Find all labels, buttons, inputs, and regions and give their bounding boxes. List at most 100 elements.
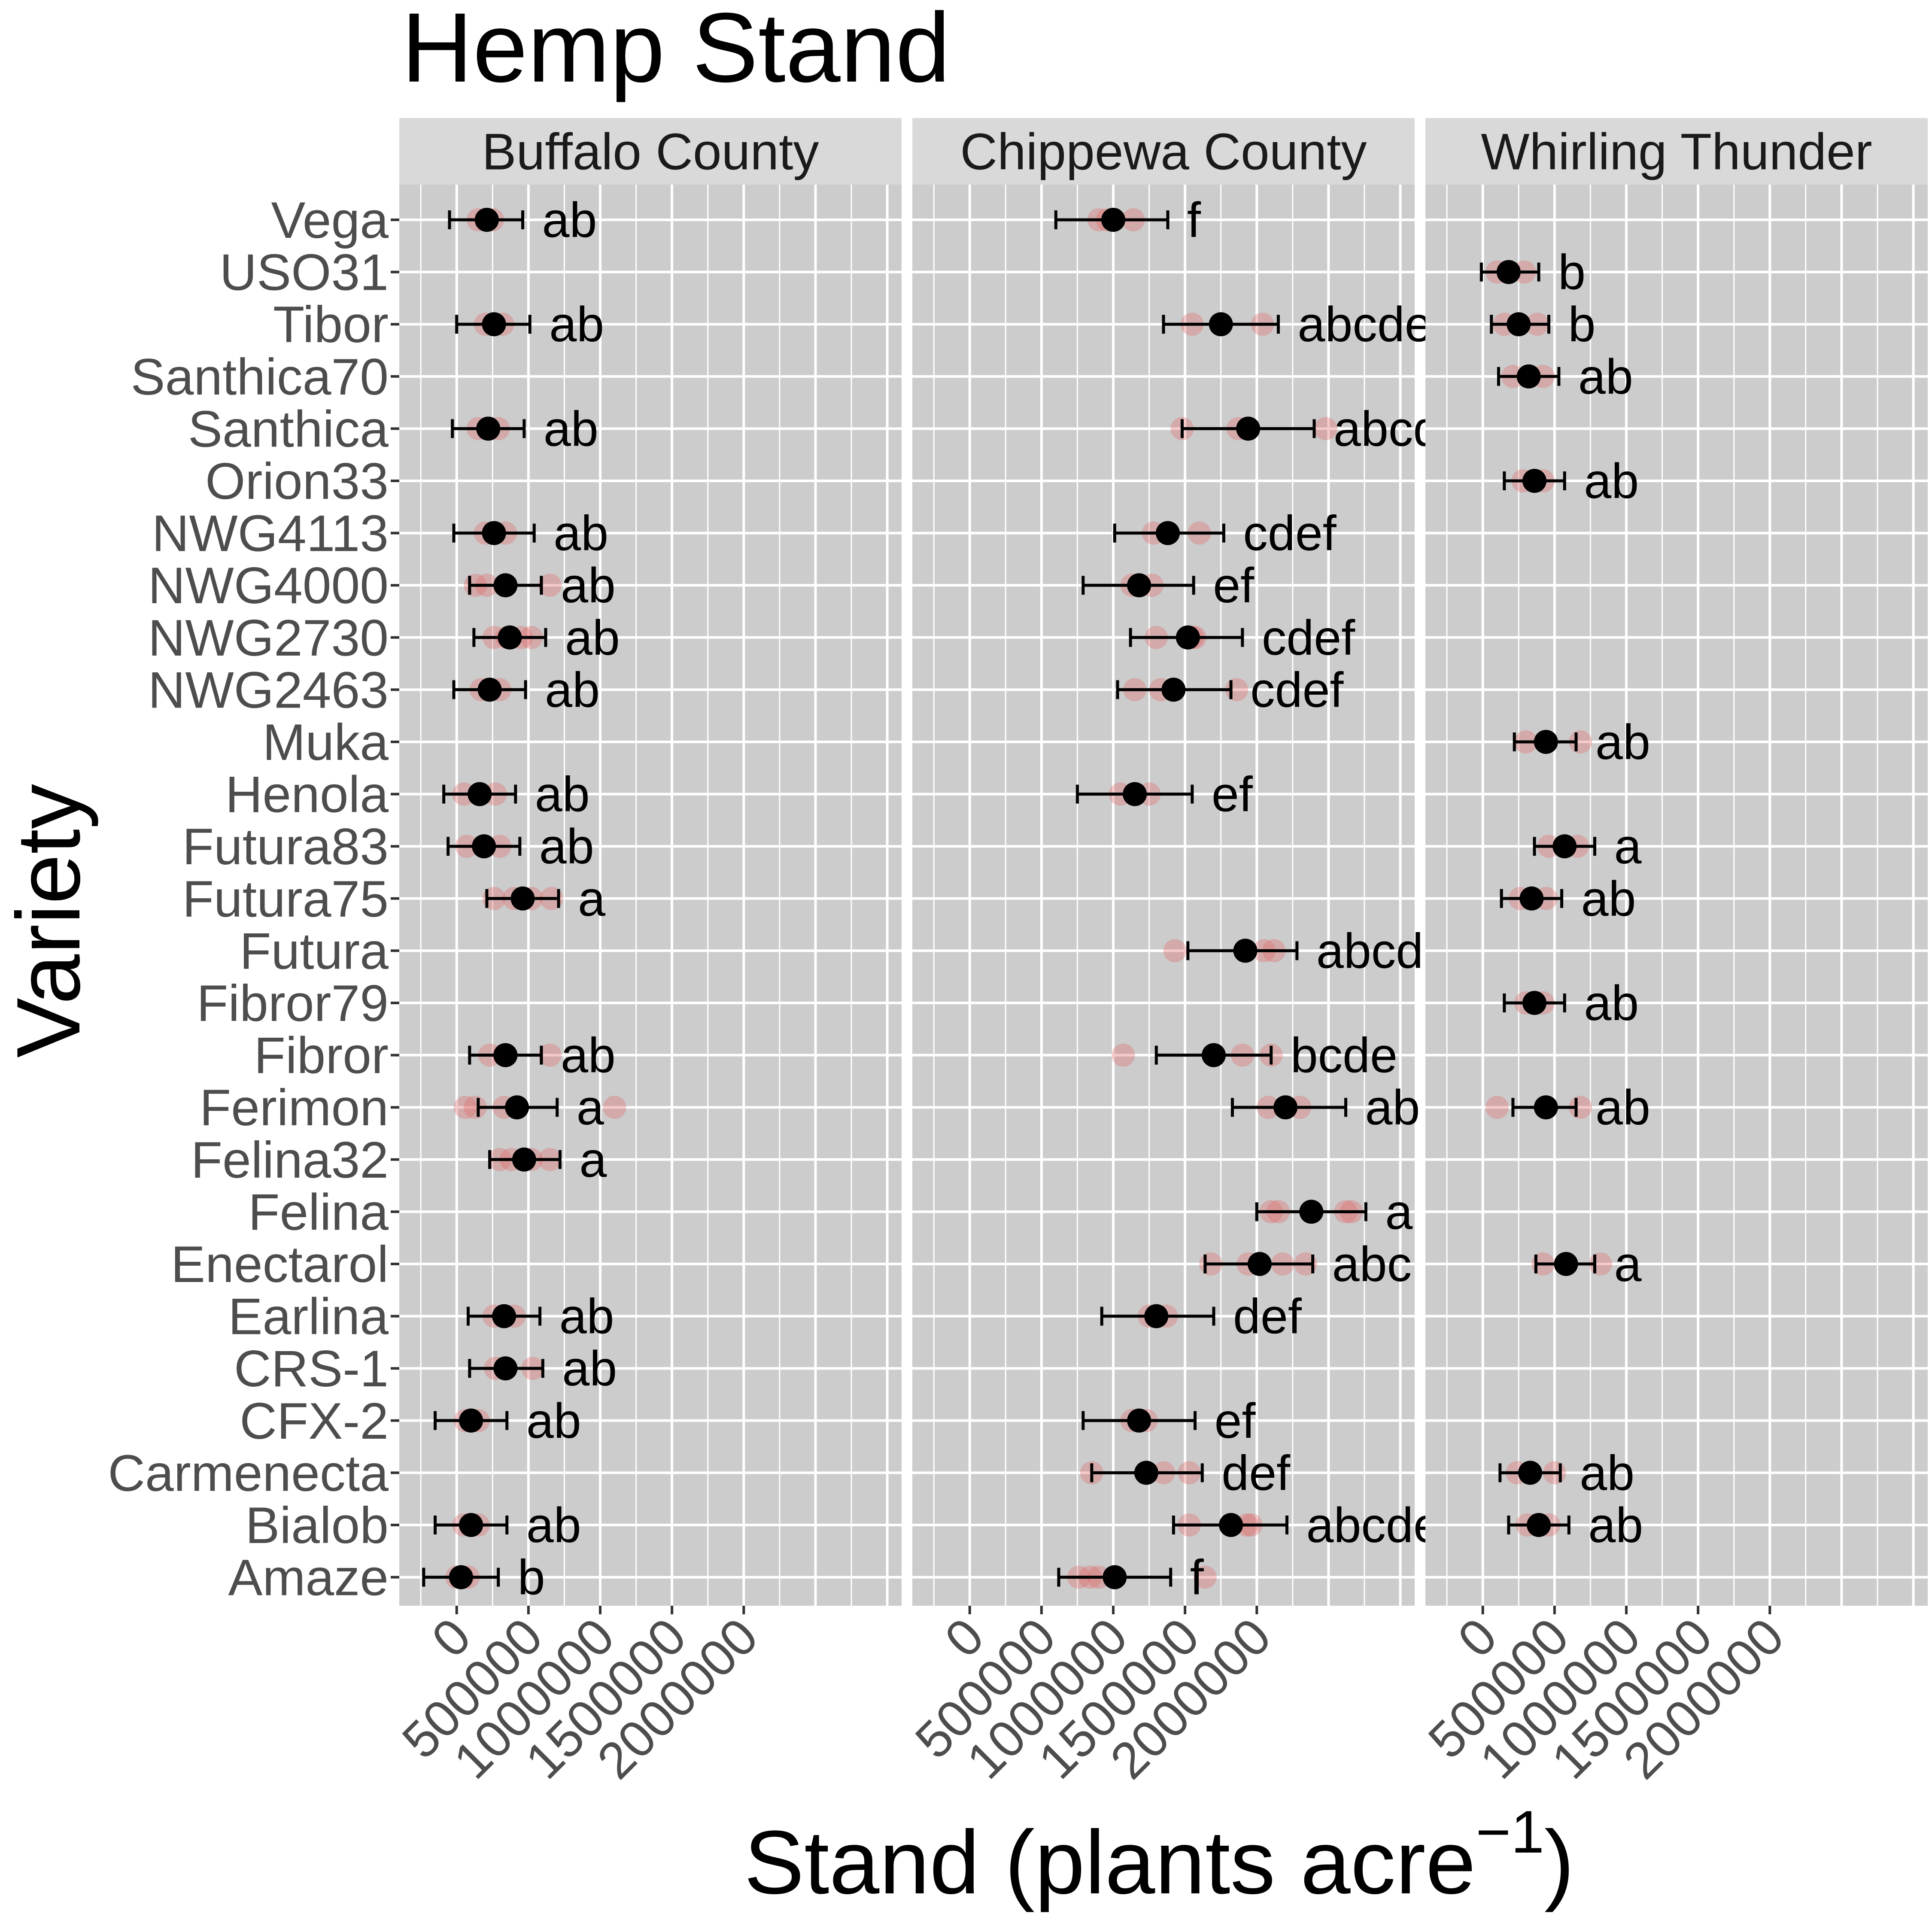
significance-letter: a (1614, 819, 1641, 874)
y-tick-label: Futura (240, 922, 389, 980)
y-tick-label: NWG4000 (148, 557, 389, 614)
replicate-point (1485, 1096, 1509, 1119)
significance-letter: ab (562, 1341, 617, 1396)
mean-point (1534, 730, 1558, 754)
mean-point (477, 677, 502, 702)
mean-point (1519, 886, 1544, 911)
chart-title: Hemp Stand (401, 0, 950, 103)
mean-point (498, 625, 522, 650)
y-tick-label: Henola (225, 766, 389, 823)
y-tick-label: Futura83 (182, 818, 389, 875)
mean-point (1219, 1513, 1243, 1537)
significance-letter: ef (1213, 558, 1255, 613)
significance-letter: ef (1212, 767, 1253, 822)
significance-letter: b (1568, 297, 1595, 352)
significance-letter: ab (539, 819, 594, 874)
mean-point (468, 782, 492, 806)
facet-panel: Buffalo County05000001000000150000020000… (391, 118, 902, 1790)
mean-point (1134, 1461, 1158, 1485)
y-tick-label: Ferimon (200, 1079, 389, 1136)
mean-point (493, 1356, 518, 1381)
mean-point (1516, 364, 1541, 389)
significance-letter: abcde (1297, 297, 1432, 352)
significance-letter: ab (1588, 1498, 1643, 1553)
y-tick-label: Earlina (228, 1288, 389, 1346)
significance-letter: abcd (1316, 923, 1423, 978)
mean-point (1127, 573, 1151, 598)
significance-letter: a (579, 1133, 607, 1188)
y-tick-label: Tibor (273, 296, 389, 353)
y-axis-title: Variety (0, 784, 99, 1058)
mean-point (1522, 469, 1547, 493)
mean-point (512, 1147, 536, 1172)
y-tick-label: Vega (271, 191, 389, 249)
significance-letter: ab (1365, 1080, 1420, 1135)
mean-point (459, 1513, 483, 1537)
mean-point (505, 1095, 529, 1120)
significance-letter: ab (542, 193, 597, 248)
significance-letter: ab (565, 611, 620, 665)
y-tick-label: CFX-2 (240, 1392, 389, 1450)
significance-letter: ab (553, 506, 608, 561)
significance-letter: cdef (1250, 662, 1344, 717)
mean-point (1299, 1200, 1324, 1224)
y-tick-label: Fibror (254, 1027, 389, 1084)
significance-letter: ab (526, 1394, 581, 1449)
significance-letter: ab (1580, 1446, 1634, 1501)
mean-point (1507, 312, 1531, 337)
significance-letter: abcd (1334, 401, 1440, 456)
significance-letter: ab (1578, 349, 1633, 404)
y-tick-label: Fibror79 (197, 975, 389, 1032)
mean-point (1527, 1513, 1551, 1537)
mean-point (1123, 782, 1147, 806)
mean-point (510, 886, 535, 911)
y-tick-label: Muka (263, 714, 389, 771)
facet-strip (912, 118, 1415, 185)
significance-letter: ab (561, 1028, 616, 1083)
mean-point (1144, 1304, 1169, 1328)
significance-letter: ab (526, 1498, 581, 1553)
mean-point (1103, 1565, 1127, 1589)
mean-point (1247, 1252, 1272, 1276)
replicate-point (453, 1096, 477, 1119)
facet-panel: Chippewa County0500000100000015000002000… (904, 118, 1441, 1790)
significance-letter: abc (1332, 1237, 1412, 1292)
y-tick-label: Carmenecta (108, 1444, 389, 1502)
y-tick-label: Felina (248, 1183, 389, 1241)
significance-letter: a (577, 1080, 604, 1135)
mean-point (459, 1408, 483, 1433)
mean-point (1161, 677, 1186, 702)
mean-point (1518, 1461, 1543, 1485)
significance-letter: ab (535, 767, 590, 822)
mean-point (1176, 625, 1200, 650)
replicate-point (603, 1096, 626, 1119)
mean-point (1522, 991, 1547, 1015)
mean-point (1273, 1095, 1298, 1120)
mean-point (1236, 416, 1261, 441)
facet-panel: Whirling Thunder050000010000001500000200… (1417, 118, 1928, 1790)
y-axis-labels: VegaUSO31TiborSanthica70SanthicaOrion33N… (108, 191, 399, 1607)
mean-point (1233, 939, 1258, 963)
facet-panels: Buffalo County05000001000000150000020000… (391, 118, 1928, 1790)
significance-letter: def (1221, 1446, 1291, 1501)
mean-point (474, 208, 499, 232)
y-tick-label: NWG2463 (148, 661, 389, 719)
significance-letter: cdef (1243, 506, 1337, 561)
facet-strip-label: Chippewa County (960, 123, 1367, 181)
significance-letter: b (1558, 245, 1586, 300)
significance-letter: ab (1584, 976, 1639, 1031)
mean-point (1202, 1043, 1226, 1067)
mean-point (449, 1565, 473, 1589)
replicate-point (1163, 939, 1187, 963)
mean-point (1554, 1252, 1578, 1276)
significance-letter: b (518, 1550, 545, 1605)
significance-letter: ab (1581, 872, 1636, 927)
y-tick-label: Futura75 (182, 870, 389, 928)
mean-point (472, 834, 496, 859)
significance-letter: ab (1584, 454, 1639, 509)
significance-letter: a (1614, 1237, 1641, 1292)
mean-point (482, 521, 506, 545)
mean-point (1534, 1095, 1558, 1120)
y-tick-label: Orion33 (205, 453, 389, 510)
